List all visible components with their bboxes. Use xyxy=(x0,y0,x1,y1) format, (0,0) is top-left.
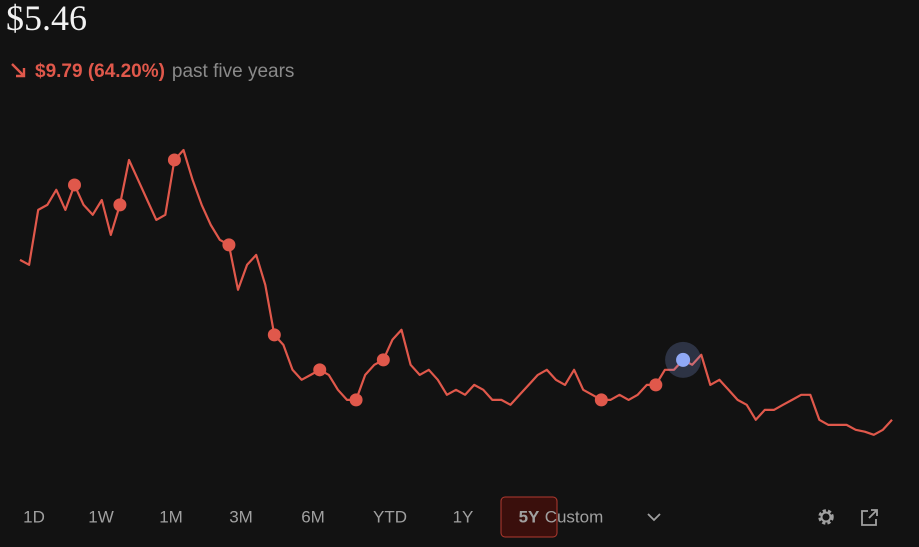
highlight-point[interactable] xyxy=(676,352,691,367)
chart xyxy=(19,148,893,436)
period: past five years xyxy=(172,61,295,82)
price-line xyxy=(19,148,893,436)
event-marker[interactable] xyxy=(349,393,363,407)
dropdown-chevron xyxy=(647,513,661,522)
event-marker[interactable] xyxy=(594,393,608,407)
down-arrow xyxy=(11,63,26,78)
event-marker[interactable] xyxy=(113,198,127,212)
range-button[interactable]: 1W xyxy=(88,507,114,526)
event-marker[interactable] xyxy=(267,328,281,342)
event-marker[interactable] xyxy=(313,363,327,377)
active-range-bg xyxy=(500,496,558,538)
range-button[interactable]: 3M xyxy=(229,507,253,526)
range-button[interactable]: 6M xyxy=(301,507,325,526)
range-button[interactable]: YTD xyxy=(373,507,407,526)
change: $9.79 (64.20%) xyxy=(35,61,165,82)
range-bar: 1D 1W 1M 3M 6M YTD 1Y 5Y Custom xyxy=(23,496,661,538)
event-marker[interactable] xyxy=(376,353,390,367)
event-marker[interactable] xyxy=(649,378,663,392)
event-marker[interactable] xyxy=(68,178,81,192)
price: $5.46 xyxy=(6,0,87,38)
range-button[interactable]: Custom xyxy=(545,507,604,526)
external-icon[interactable] xyxy=(861,509,878,526)
range-button[interactable]: 1D xyxy=(23,507,45,526)
settings-icon[interactable] xyxy=(818,509,834,525)
range-button[interactable]: 1M xyxy=(159,507,183,526)
range-button[interactable]: 5Y xyxy=(519,507,540,526)
range-button[interactable]: 1Y xyxy=(453,507,474,526)
event-marker[interactable] xyxy=(222,238,236,252)
event-marker[interactable] xyxy=(167,153,181,167)
